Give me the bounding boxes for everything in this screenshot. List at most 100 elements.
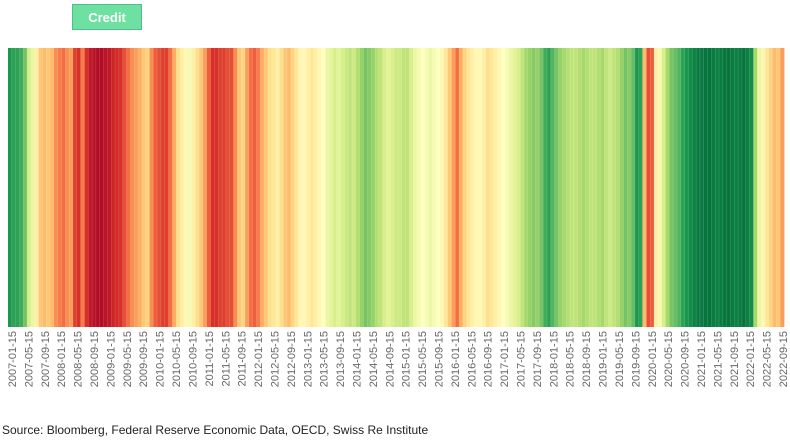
- heatmap-stripe: [290, 48, 296, 327]
- heatmap-stripe: [642, 48, 647, 327]
- x-tick-label: 2017-09-15: [532, 331, 544, 387]
- heatmap-stripe: [501, 48, 506, 327]
- heatmap-stripe: [485, 48, 491, 327]
- heatmap-stripe: [214, 48, 219, 327]
- heatmap-stripe: [719, 48, 724, 327]
- x-tick-label: 2017-05-15: [516, 331, 528, 387]
- heatmap-stripe: [504, 48, 510, 327]
- heatmap-stripe: [524, 48, 529, 327]
- x-tick-label: 2009-05-15: [122, 331, 134, 387]
- heatmap-stripe: [137, 48, 143, 327]
- heatmap-stripe: [409, 48, 414, 327]
- heatmap-stripe: [57, 48, 62, 327]
- heatmap-stripe: [508, 48, 513, 327]
- heatmap-stripe: [118, 48, 124, 327]
- heatmap-stripe: [665, 48, 670, 327]
- heatmap-stripe: [298, 48, 303, 327]
- heatmap-stripe: [283, 48, 288, 327]
- heatmap-stripe: [604, 48, 609, 327]
- heatmap-stripe: [65, 48, 70, 327]
- heatmap-stripe: [371, 48, 376, 327]
- x-tick-label: 2018-01-15: [548, 331, 560, 387]
- heatmap-stripe: [72, 48, 78, 327]
- heatmap-stripe: [176, 48, 181, 327]
- heatmap-stripe: [657, 48, 663, 327]
- x-tick-label: 2016-01-15: [450, 331, 462, 387]
- heatmap-stripe: [386, 48, 391, 327]
- heatmap-stripe: [634, 48, 640, 327]
- heatmap-stripe: [191, 48, 196, 327]
- heatmap-stripe: [53, 48, 59, 327]
- x-tick-label: 2010-05-15: [171, 331, 183, 387]
- x-tick-label: 2014-05-15: [368, 331, 380, 387]
- heatmap-stripe: [218, 48, 223, 327]
- heatmap-stripe: [520, 48, 525, 327]
- heatmap-stripe: [222, 48, 227, 327]
- legend-credit-chip[interactable]: Credit: [72, 4, 142, 30]
- heatmap-stripe: [703, 48, 708, 327]
- heatmap-stripe: [252, 48, 257, 327]
- x-tick-label: 2008-01-15: [56, 331, 68, 387]
- x-tick-label: 2013-01-15: [302, 331, 314, 387]
- heatmap-stripe: [248, 48, 254, 327]
- heatmap-stripe: [88, 48, 93, 327]
- heatmap-stripe: [34, 48, 39, 327]
- heatmap-stripe: [741, 48, 747, 327]
- heatmap-stripe: [145, 48, 150, 327]
- heatmap-stripe: [676, 48, 682, 327]
- heatmap-stripe: [650, 48, 655, 327]
- x-tick-label: 2011-05-15: [220, 331, 232, 386]
- heatmap-stripe: [646, 48, 651, 327]
- heatmap-stripe: [577, 48, 582, 327]
- heatmap-stripe: [27, 48, 32, 327]
- heatmap-stripe: [95, 48, 101, 327]
- heatmap-stripe: [267, 48, 273, 327]
- heatmap-stripe: [745, 48, 750, 327]
- heatmap-stripe: [382, 48, 387, 327]
- heatmap-stripe: [229, 48, 234, 327]
- x-tick-label: 2007-01-15: [7, 331, 19, 387]
- heatmap-chart: 2007-01-15 2007-05-15 2007-09-15 2008-01-15…: [7, 48, 790, 387]
- x-tick-label: 2013-05-15: [319, 331, 331, 387]
- heatmap-stripe: [447, 48, 452, 327]
- heatmap-stripe: [543, 48, 548, 327]
- heatmap-stripe: [260, 48, 265, 327]
- heatmap-stripe: [329, 48, 334, 327]
- x-tick-label: 2022-01-15: [745, 331, 757, 387]
- heatmap-stripe: [168, 48, 173, 327]
- heatmap-stripe: [692, 48, 697, 327]
- x-tick-label: 2015-09-15: [434, 331, 446, 387]
- heatmap-stripe: [153, 48, 158, 327]
- heatmap-stripe: [294, 48, 299, 327]
- heatmap-stripe: [627, 48, 632, 327]
- source-note: Source: Bloomberg, Federal Reserve Econo…: [2, 423, 429, 437]
- heatmap-stripe: [554, 48, 559, 327]
- heatmap-stripe: [317, 48, 322, 327]
- heatmap-stripe: [573, 48, 578, 327]
- heatmap-stripe: [199, 48, 204, 327]
- x-tick-label: 2019-09-15: [630, 331, 642, 387]
- heatmap-stripe: [715, 48, 720, 327]
- x-tick-label: 2020-05-15: [663, 331, 675, 387]
- heatmap-stripe: [459, 48, 464, 327]
- x-tick-label: 2019-01-15: [598, 331, 610, 387]
- heatmap-stripe: [374, 48, 380, 327]
- heatmap-stripe: [631, 48, 636, 327]
- x-tick-label: 2016-09-15: [483, 331, 495, 387]
- heatmap-stripe: [160, 48, 166, 327]
- heatmap-stripe: [237, 48, 242, 327]
- heatmap-stripe: [611, 48, 617, 327]
- heatmap-stripe: [19, 48, 24, 327]
- x-tick-label: 2009-09-15: [138, 331, 150, 387]
- heatmap-stripe: [722, 48, 728, 327]
- heatmap-stripe: [688, 48, 693, 327]
- heatmap-stripe: [401, 48, 406, 327]
- heatmap-stripe: [489, 48, 494, 327]
- heatmap-stripe: [126, 48, 131, 327]
- heatmap-stripe: [233, 48, 238, 327]
- x-tick-label: 2010-01-15: [155, 331, 167, 387]
- heatmap-stripe: [103, 48, 108, 327]
- heatmap-stripe: [195, 48, 200, 327]
- heatmap-stripe: [183, 48, 189, 327]
- x-tick-label: 2011-09-15: [237, 331, 249, 386]
